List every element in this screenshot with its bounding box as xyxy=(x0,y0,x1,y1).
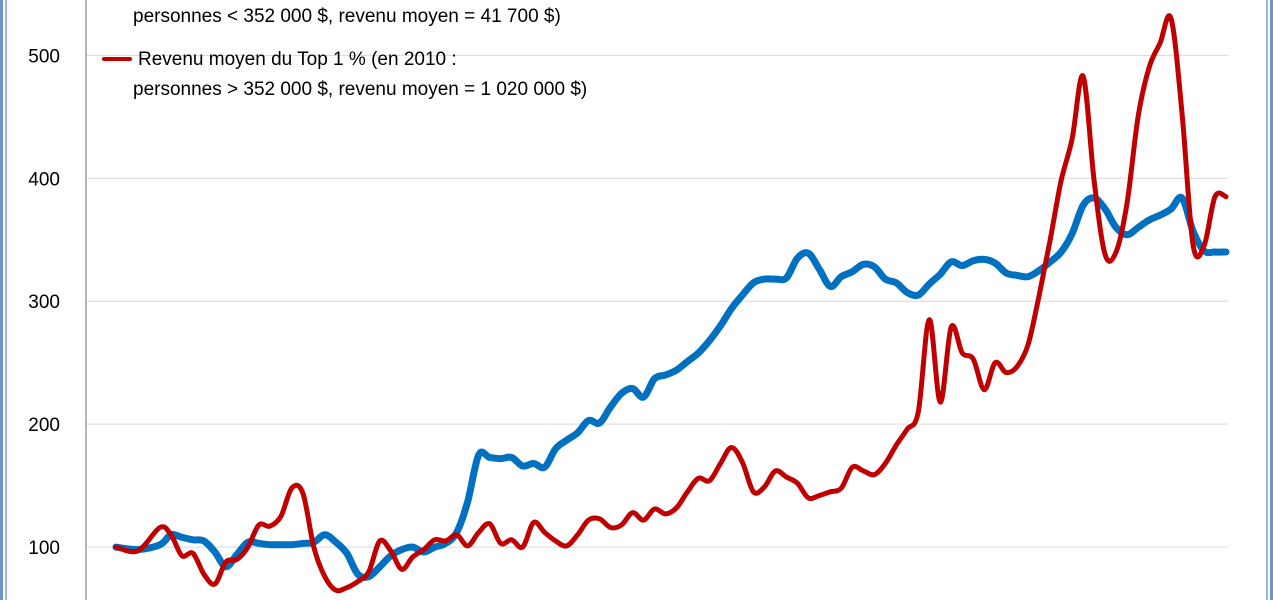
legend-entry-2-line-2: personnes > 352 000 $, revenu moyen = 1 … xyxy=(133,79,587,100)
y-tick-label-200: 200 xyxy=(28,415,60,436)
y-tick-label-100: 100 xyxy=(28,538,60,559)
series-lines xyxy=(112,13,1230,594)
y-tick-label-300: 300 xyxy=(28,292,60,313)
y-tick-label-500: 500 xyxy=(28,46,60,67)
outer-frame-left-inner xyxy=(5,0,7,600)
outer-frame-right-inner xyxy=(1266,0,1268,600)
axes: 100 200 300 400 500 xyxy=(28,0,87,600)
series-line-2 xyxy=(113,13,1229,594)
outer-frame-left xyxy=(0,0,3,600)
y-tick-label-400: 400 xyxy=(28,169,60,190)
legend-entry-1-text: personnes < 352 000 $, revenu moyen = 41… xyxy=(133,6,561,27)
outer-frame-right xyxy=(1270,0,1273,600)
legend: personnes < 352 000 $, revenu moyen = 41… xyxy=(102,6,587,100)
legend-entry-2-line-1: Revenu moyen du Top 1 % (en 2010 : xyxy=(138,49,457,70)
